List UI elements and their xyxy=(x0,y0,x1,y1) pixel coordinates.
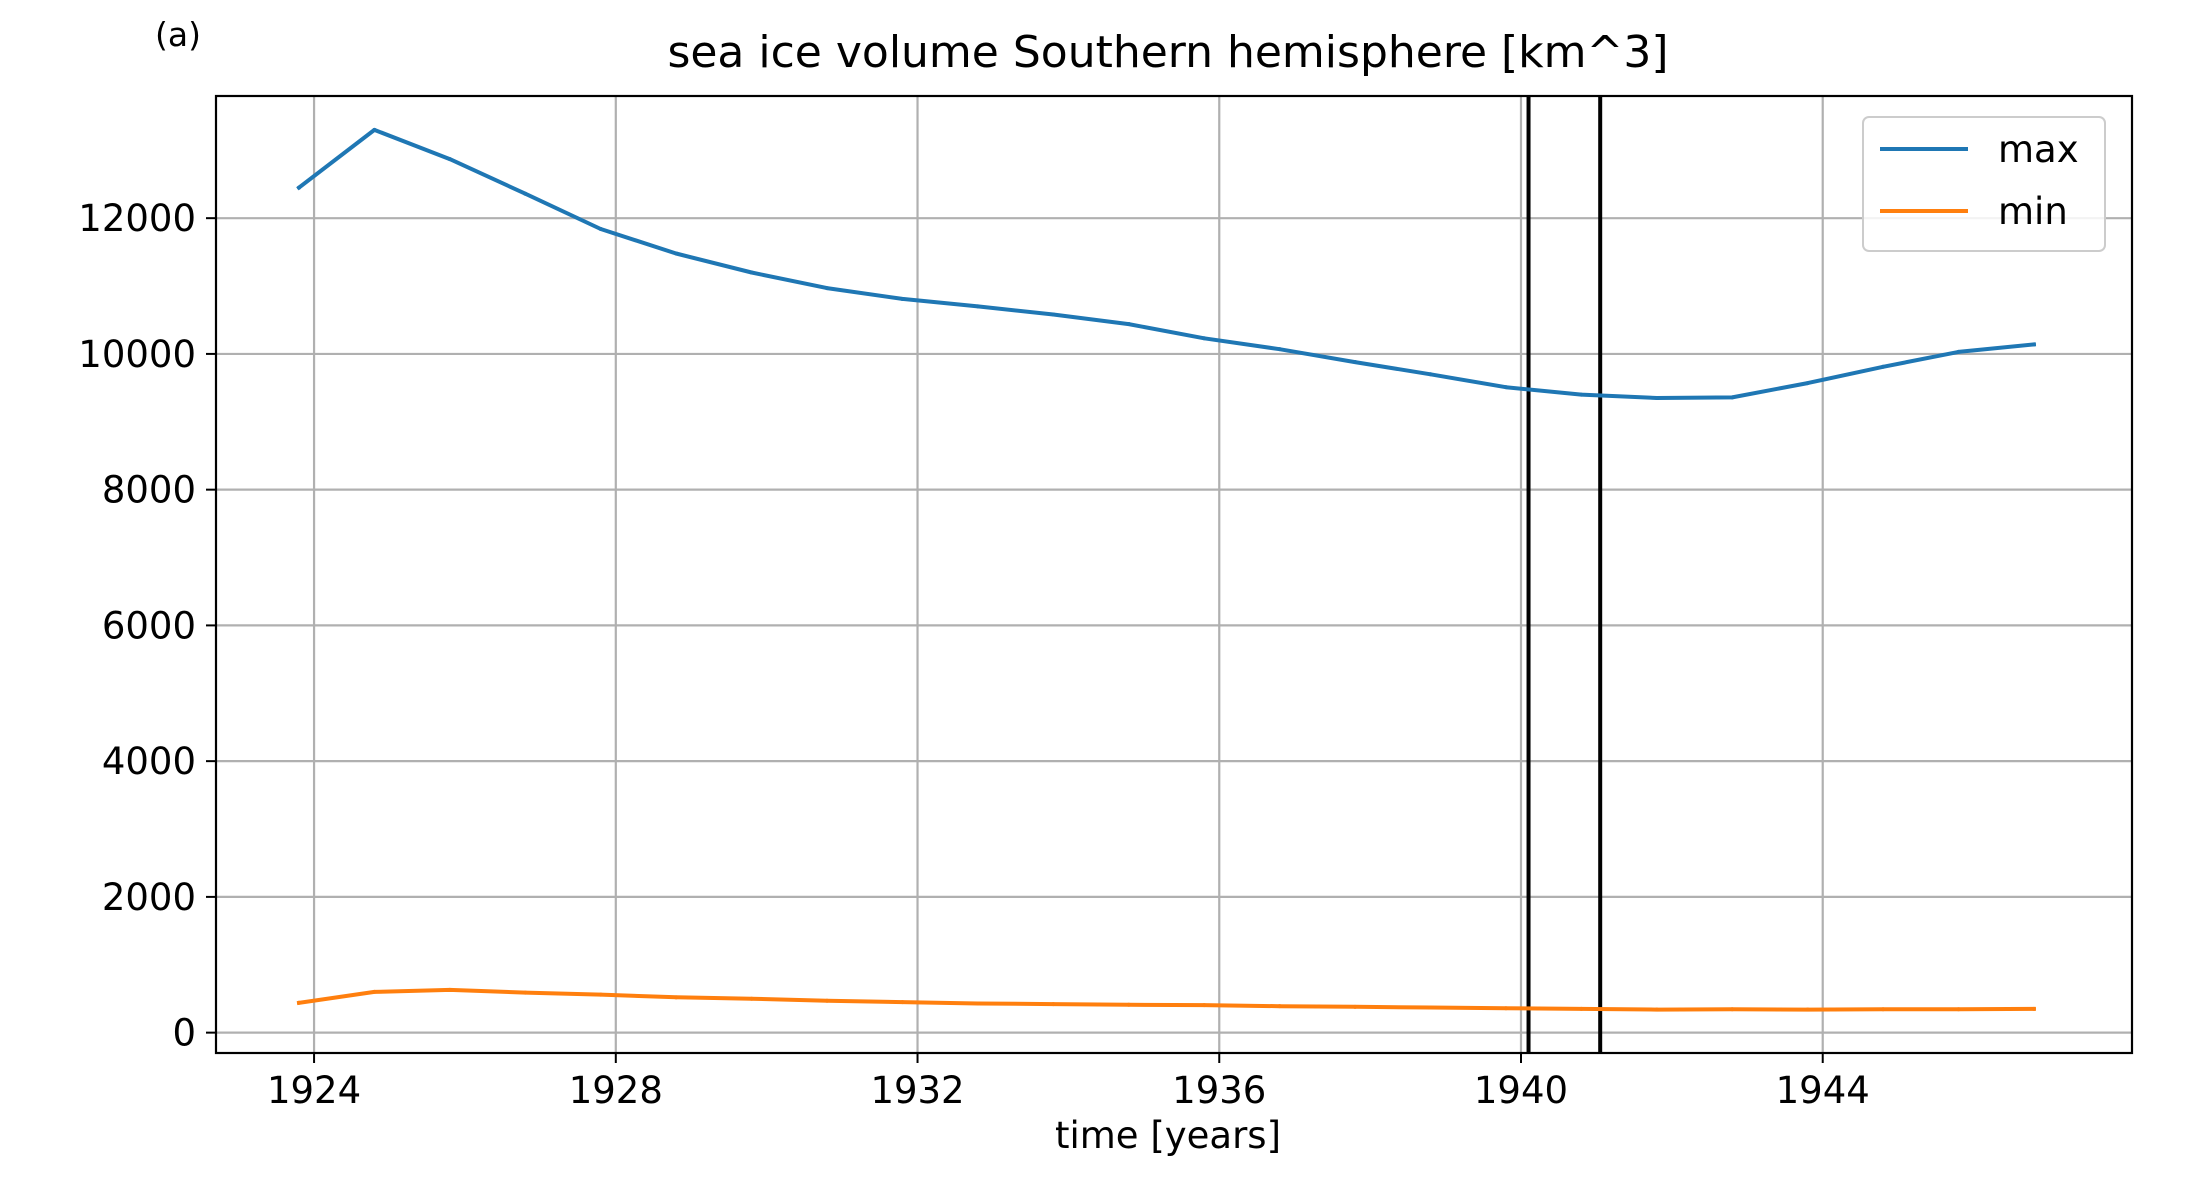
x-tick-label: 1936 xyxy=(1172,1069,1266,1112)
data-point-min xyxy=(447,987,452,992)
data-point-min xyxy=(296,1000,301,1005)
data-point-max xyxy=(598,227,603,232)
data-point-min xyxy=(1353,1004,1358,1009)
data-point-max xyxy=(1126,322,1131,327)
x-tick-label: 1944 xyxy=(1776,1069,1870,1112)
data-point-max xyxy=(1353,360,1358,365)
data-point-min xyxy=(1881,1007,1886,1012)
data-point-max xyxy=(1277,347,1282,352)
data-point-min xyxy=(825,998,830,1003)
data-point-max xyxy=(1579,392,1584,397)
plot-area-frame xyxy=(214,94,2134,1055)
legend: max min xyxy=(1862,116,2106,252)
panel-label: (a) xyxy=(155,15,201,54)
x-tick-label: 1924 xyxy=(267,1069,361,1112)
x-axis-label: time [years] xyxy=(1055,1114,1281,1157)
data-point-min xyxy=(900,1000,905,1005)
data-point-min xyxy=(1126,1002,1131,1007)
data-point-min xyxy=(1202,1003,1207,1008)
legend-label-max: max xyxy=(1998,128,2079,171)
data-point-min xyxy=(1956,1007,1961,1012)
data-point-min xyxy=(975,1001,980,1006)
data-point-max xyxy=(900,296,905,301)
data-point-max xyxy=(296,185,301,190)
data-point-min xyxy=(1579,1006,1584,1011)
data-point-min xyxy=(1654,1007,1659,1012)
y-tick-label: 4000 xyxy=(102,740,196,783)
data-point-min xyxy=(1805,1007,1810,1012)
data-point-max xyxy=(674,251,679,256)
x-tick-label: 1932 xyxy=(870,1069,964,1112)
data-point-max xyxy=(1654,396,1659,401)
data-point-min xyxy=(598,992,603,997)
data-point-max xyxy=(1805,381,1810,386)
data-point-min xyxy=(1428,1005,1433,1010)
series-lines xyxy=(296,127,2037,1012)
data-point-min xyxy=(1503,1006,1508,1011)
data-point-min xyxy=(1730,1007,1735,1012)
data-point-max xyxy=(1428,372,1433,377)
x-tick-label: 1928 xyxy=(569,1069,663,1112)
series-line-min xyxy=(296,987,2036,1012)
data-point-min xyxy=(749,996,754,1001)
data-point-max xyxy=(825,286,830,291)
grid-lines xyxy=(216,96,2132,1053)
data-point-min xyxy=(674,995,679,1000)
data-point-min xyxy=(1051,1002,1056,1007)
data-point-max xyxy=(523,191,528,196)
legend-label-min: min xyxy=(1998,190,2068,233)
y-tick-label: 12000 xyxy=(78,197,196,240)
data-point-max xyxy=(1881,364,1886,369)
vertical-markers xyxy=(1526,96,1603,1053)
y-tick-label: 10000 xyxy=(78,333,196,376)
series-line-max xyxy=(296,127,2037,400)
data-point-max xyxy=(1202,336,1207,341)
x-tick-label: 1940 xyxy=(1474,1069,1568,1112)
data-point-max xyxy=(1730,395,1735,400)
axis-ticks: 1924 1928 1932 1936 1940 1944 0 2000 4000 6000 800… xyxy=(78,197,1870,1112)
data-point-max xyxy=(447,157,452,162)
y-tick-label: 6000 xyxy=(102,604,196,647)
data-point-max xyxy=(2031,342,2036,347)
data-point-max xyxy=(1956,349,1961,354)
data-point-max xyxy=(975,304,980,309)
chart-title: sea ice volume Southern hemisphere [km^3… xyxy=(667,27,1668,78)
y-tick-label: 2000 xyxy=(102,876,196,919)
data-point-min xyxy=(372,989,377,994)
data-point-max xyxy=(372,127,377,132)
data-point-min xyxy=(2031,1006,2036,1011)
data-point-min xyxy=(1277,1004,1282,1009)
data-point-max xyxy=(1503,385,1508,390)
y-tick-label: 0 xyxy=(172,1012,196,1055)
data-point-min xyxy=(523,990,528,995)
y-tick-label: 8000 xyxy=(102,469,196,512)
data-point-max xyxy=(749,270,754,275)
data-point-max xyxy=(1051,312,1056,317)
